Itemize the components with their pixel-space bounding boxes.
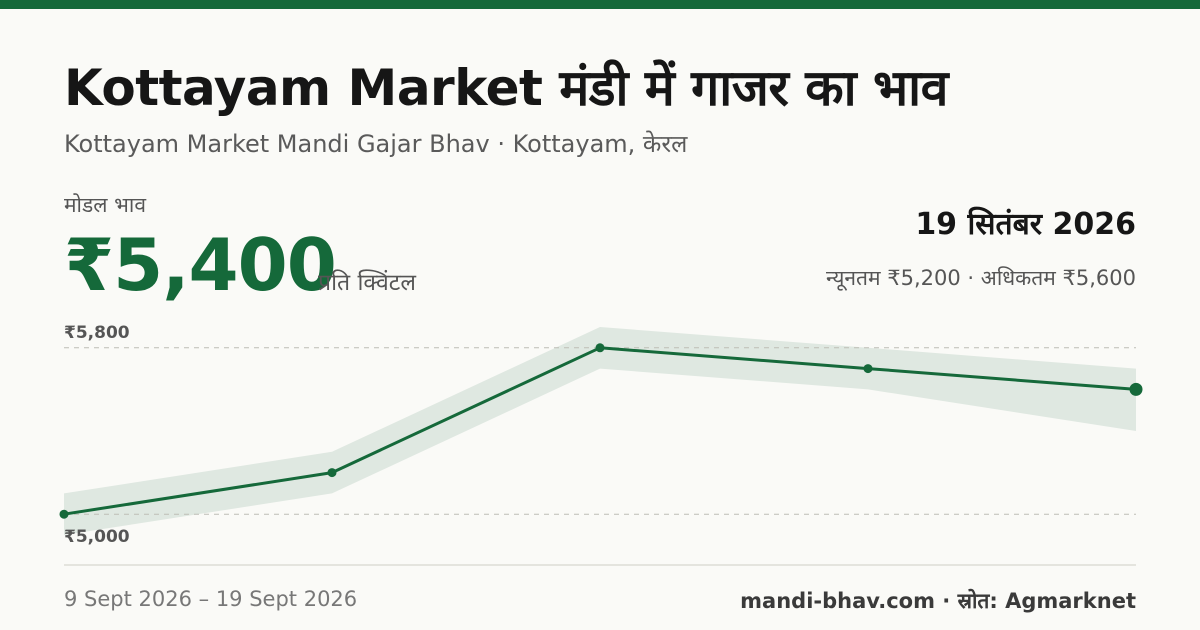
chart-gridlines xyxy=(64,347,1136,515)
price-unit: प्रति क्विंटल xyxy=(318,270,416,296)
y-tick-label: ₹5,800 xyxy=(64,323,130,343)
date-range: 9 Sept 2026 – 19 Sept 2026 xyxy=(64,587,358,611)
data-point xyxy=(59,509,69,519)
modal-price-label: मोडल भाव xyxy=(64,193,147,217)
max-price: अधिकतम ₹5,600 xyxy=(980,266,1136,290)
data-point xyxy=(1129,382,1143,396)
source-credit: mandi-bhav.com · स्रोत: Agmarknet xyxy=(740,589,1136,613)
range-separator: · xyxy=(960,266,981,290)
y-tick-label: ₹5,000 xyxy=(64,527,130,547)
page-title: Kottayam Market मंडी में गाजर का भाव xyxy=(64,59,948,117)
y-axis-ticks: ₹5,800 ₹5,000 xyxy=(64,323,130,547)
modal-price-value: ₹5,400 xyxy=(64,223,337,307)
price-range-band xyxy=(64,327,1136,535)
min-price: न्यूनतम ₹5,200 xyxy=(826,266,961,290)
data-point xyxy=(595,343,605,353)
data-point xyxy=(327,468,337,478)
min-max-range: न्यूनतम ₹5,200 · अधिकतम ₹5,600 xyxy=(826,264,1136,292)
page-subtitle: Kottayam Market Mandi Gajar Bhav · Kotta… xyxy=(64,130,688,158)
data-point xyxy=(863,364,873,374)
price-date: 19 सितंबर 2026 xyxy=(915,207,1136,242)
top-accent-bar xyxy=(0,0,1200,9)
data-points xyxy=(59,343,1143,519)
